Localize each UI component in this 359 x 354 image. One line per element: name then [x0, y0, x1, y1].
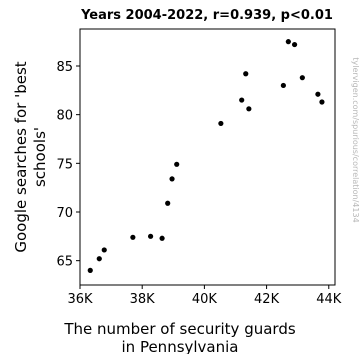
scatter-point [174, 161, 180, 167]
scatter-point [291, 41, 298, 48]
scatter-point [246, 106, 252, 112]
y-tick-label: 70 [56, 206, 73, 221]
x-tick-label: 42K [254, 292, 280, 307]
y-tick-label: 85 [56, 60, 73, 75]
x-axis-label-line-1: The number of security guards [63, 320, 296, 338]
scatter-point [96, 256, 102, 262]
scatter-point [218, 120, 224, 127]
plot-area-frame [79, 28, 336, 286]
y-tick-label: 80 [56, 109, 73, 124]
scatter-point [315, 91, 321, 97]
scatter-point [169, 176, 175, 182]
scatter-point [165, 200, 171, 206]
data-points [87, 39, 325, 273]
x-tick-label: 38K [130, 292, 156, 307]
scatter-point [130, 234, 136, 240]
x-tick-label: 44K [316, 292, 342, 307]
y-tick-label: 65 [56, 255, 73, 270]
y-axis-label-line-2: schools' [31, 127, 49, 187]
y-tick-label: 75 [56, 157, 73, 172]
scatter-point [280, 82, 286, 89]
scatter-point [87, 267, 93, 273]
x-tick-label: 40K [192, 292, 218, 307]
x-axis-ticks: 36K 38K 40K 42K 44K [67, 285, 342, 307]
scatter-point [243, 71, 249, 77]
scatter-point [101, 247, 107, 253]
y-axis-label-line-1: Google searches for 'best [12, 61, 30, 252]
y-axis-ticks: 65 70 75 80 85 [56, 60, 80, 270]
scatter-point [285, 39, 291, 45]
scatter-point [147, 233, 154, 239]
chart-title: Years 2004-2022, r=0.939, p<0.01 [80, 8, 333, 23]
scatter-point [239, 97, 245, 103]
x-axis-label-line-2: in Pennsylvania [122, 338, 239, 354]
scatter-point [159, 235, 165, 241]
x-tick-label: 36K [67, 292, 93, 307]
watermark-text: tylervigen.com/spurious/correlation/4134 [351, 57, 359, 222]
scatter-point [299, 75, 305, 81]
scatter-point [319, 99, 325, 105]
